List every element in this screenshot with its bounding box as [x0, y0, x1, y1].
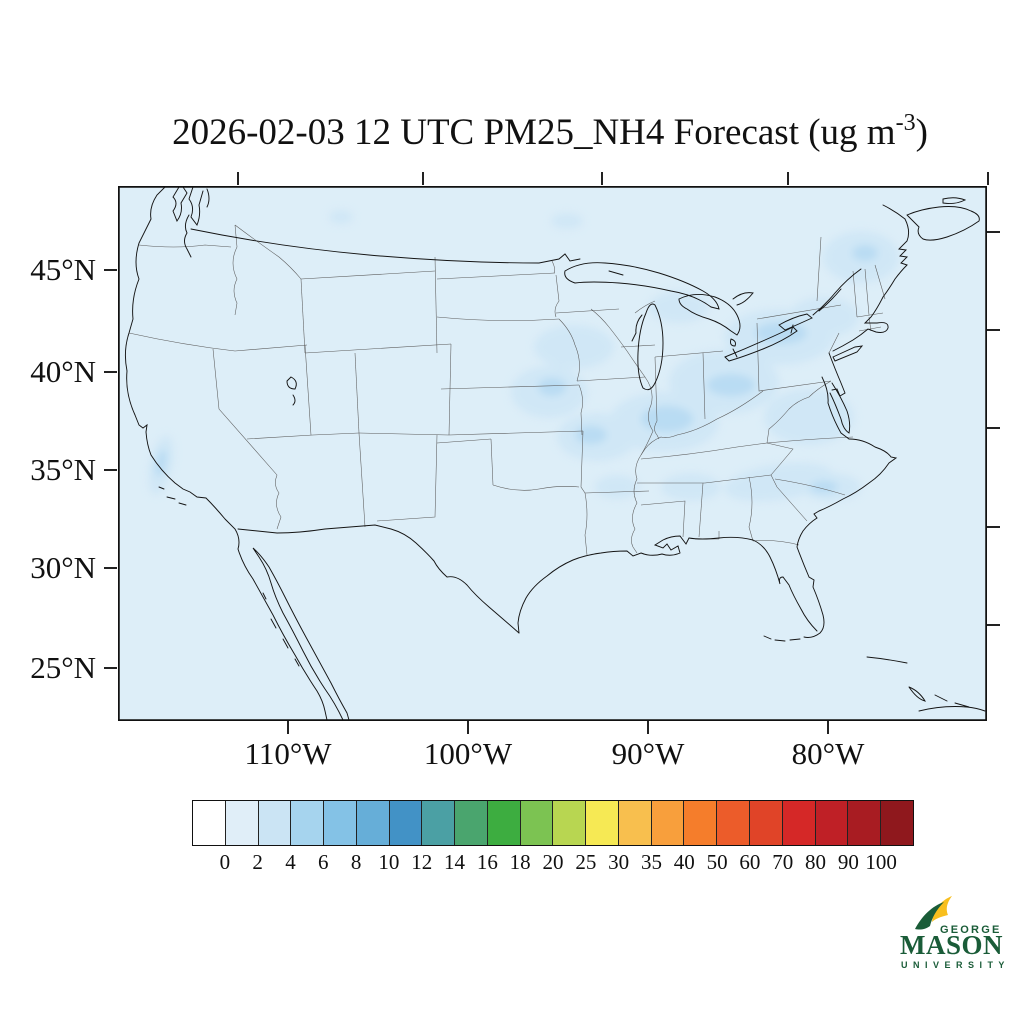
colorbar-band — [586, 801, 619, 845]
axis-tick — [986, 526, 1000, 528]
logo-flame-gold-icon — [932, 896, 952, 922]
colorbar-tick-label: 6 — [318, 850, 329, 874]
latitude-label: 35°N — [30, 452, 96, 487]
colorbar-band — [324, 801, 357, 845]
colorbar-tick-label: 20 — [542, 850, 564, 874]
axis-tick — [103, 371, 117, 373]
colorbar-tick-label: 60 — [739, 850, 761, 874]
colorbar-tick-label: 16 — [476, 850, 498, 874]
latitude-label: 25°N — [30, 650, 96, 685]
axis-tick — [422, 171, 424, 185]
axis-tick — [647, 720, 649, 734]
colorbar-tick-label: 25 — [575, 850, 597, 874]
axis-tick — [103, 269, 117, 271]
coastlines — [124, 187, 986, 720]
axis-tick — [986, 624, 1000, 626]
longitude-label: 80°W — [791, 736, 865, 771]
colorbar-tick-label: 10 — [378, 850, 400, 874]
colorbar-tick-label: 90 — [837, 850, 859, 874]
axis-tick — [103, 469, 117, 471]
axis-tick — [986, 329, 1000, 331]
colorbar-band — [520, 801, 554, 845]
george-mason-university-logo: GEORGE MASON U N I V E R S I T Y — [896, 896, 1011, 972]
axis-tick — [237, 171, 239, 185]
colorbar-band — [291, 801, 325, 845]
state-borders — [128, 224, 886, 556]
colorbar-tick-label: 8 — [350, 850, 362, 874]
colorbar-band — [389, 801, 423, 845]
colorbar-tick-label: 14 — [444, 850, 466, 874]
latitude-label: 40°N — [30, 354, 96, 389]
colorbar-tick-label: 35 — [640, 850, 662, 874]
axis-tick — [787, 171, 789, 185]
colorbar-band — [455, 801, 488, 845]
colorbar-band — [782, 801, 816, 845]
axis-tick — [287, 720, 289, 734]
logo-george-text: GEORGE — [940, 924, 1002, 936]
colorbar-tick-label: 12 — [411, 850, 433, 874]
colorbar-band — [651, 801, 685, 845]
colorbar-band — [848, 801, 882, 845]
latitude-label: 45°N — [30, 252, 96, 287]
longitude-label: 100°W — [423, 736, 513, 771]
colorbar-band — [356, 801, 390, 845]
colorbar-tick-label: 40 — [673, 850, 695, 874]
longitude-label: 110°W — [244, 736, 332, 771]
pm25-data-patches — [148, 210, 899, 502]
title-superscript: -3 — [895, 110, 916, 136]
colorbar-band — [618, 801, 652, 845]
axis-tick — [986, 231, 1000, 233]
colorbar-tick-label: 100 — [865, 850, 897, 874]
colorbar-tick-labels: 0 2 4 6 8 10 12 14 16 18 20 25 30 35 40 50 60 70 80 90 100 — [192, 850, 914, 878]
colorbar-band — [193, 801, 226, 845]
latitude-label: 30°N — [30, 550, 96, 585]
colorbar-tick-label: 4 — [285, 850, 296, 874]
colorbar-band — [815, 801, 849, 845]
axis-tick — [827, 720, 829, 734]
colorbar-band — [553, 801, 587, 845]
axis-tick — [467, 720, 469, 734]
colorbar-tick-label: 70 — [772, 850, 794, 874]
us-map-svg — [119, 187, 986, 720]
colorbar-band — [881, 801, 913, 845]
chart-title: 2026-02-03 12 UTC PM25_NH4 Forecast (ug … — [172, 110, 928, 153]
axis-tick — [103, 667, 117, 669]
colorbar-tick-label: 30 — [608, 850, 630, 874]
colorbar-band — [487, 801, 521, 845]
forecast-map — [118, 186, 987, 721]
colorbar-tick-label: 18 — [509, 850, 531, 874]
colorbar-band — [258, 801, 292, 845]
axis-tick — [986, 427, 1000, 429]
colorbar-band — [717, 801, 751, 845]
colorbar-band — [684, 801, 718, 845]
colorbar-tick-label: 80 — [805, 850, 827, 874]
logo-mason-text: MASON — [900, 930, 1003, 960]
colorbar-band — [422, 801, 456, 845]
colorbar-band — [225, 801, 259, 845]
axis-tick — [103, 567, 117, 569]
axis-tick — [987, 171, 989, 185]
logo-leaf-green-icon — [915, 902, 944, 930]
colorbar-tick-label: 0 — [219, 850, 231, 874]
logo-university-text: U N I V E R S I T Y — [901, 960, 1006, 970]
axis-tick — [601, 171, 603, 185]
longitude-label: 90°W — [611, 736, 685, 771]
colorbar-band — [750, 801, 783, 845]
colorbar-tick-label: 2 — [252, 850, 263, 874]
colorbar — [192, 800, 914, 846]
colorbar-tick-label: 50 — [706, 850, 728, 874]
